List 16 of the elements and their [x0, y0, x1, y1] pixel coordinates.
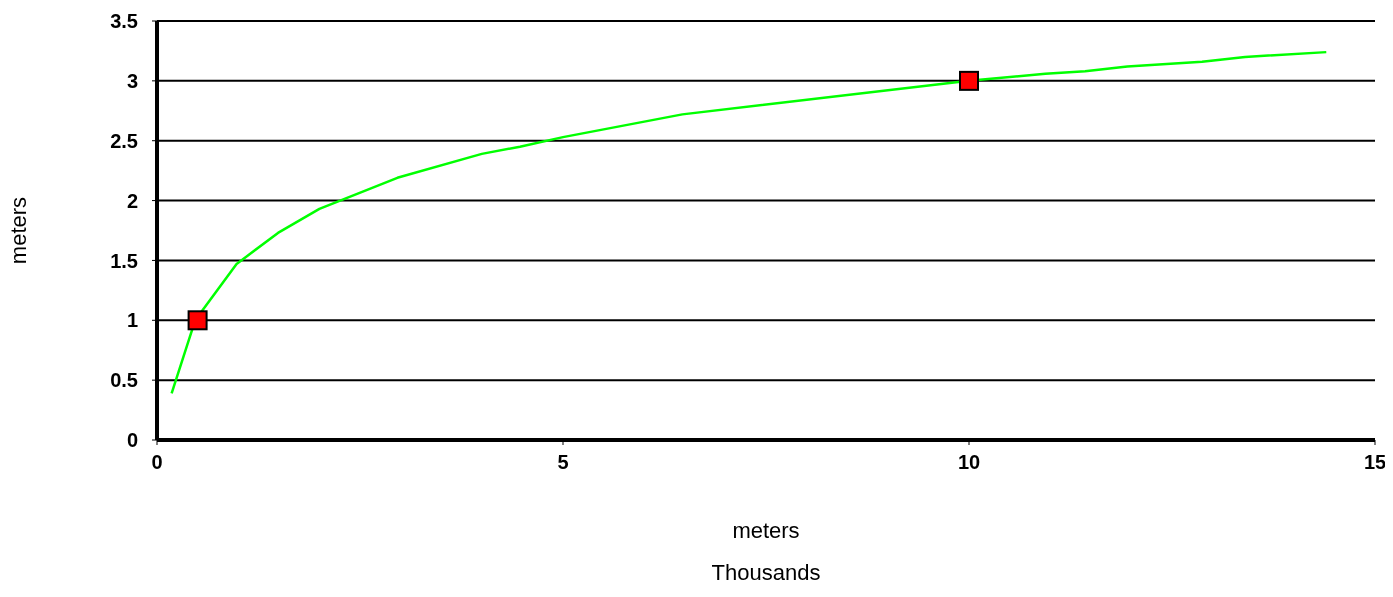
- x-tick-label: 10: [957, 451, 981, 474]
- x-axis-title: meters: [731, 518, 801, 544]
- y-tick-label: 0.5: [110, 369, 138, 392]
- y-axis-title: meters: [5, 196, 31, 265]
- y-tick-label: 0: [126, 429, 138, 452]
- x-tick-label: 15: [1363, 451, 1387, 474]
- line-series: [170, 50, 1328, 395]
- y-tick-label: 3.5: [110, 10, 138, 33]
- text: Thousands: [710, 560, 822, 586]
- y-tick-label: 2.5: [110, 129, 138, 152]
- y-tick-label: 3: [126, 69, 138, 92]
- x-tick-label: 0: [151, 451, 163, 474]
- x-tick-label: 5: [557, 451, 569, 474]
- y-tick-label: 1.5: [110, 249, 138, 272]
- y-tick-label: 2: [126, 189, 138, 212]
- y-tick-label: 1: [126, 309, 138, 332]
